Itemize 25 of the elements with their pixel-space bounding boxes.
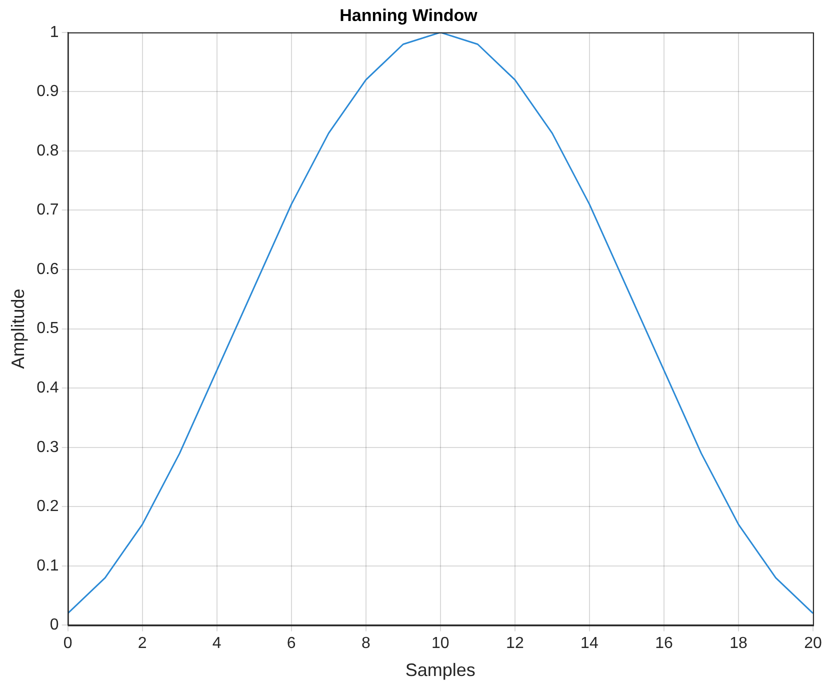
x-tick-label: 18	[730, 635, 748, 652]
y-tick-label: 0.3	[36, 438, 59, 456]
y-tick-label: 0.8	[36, 142, 59, 160]
y-tick-label: 0.4	[36, 379, 59, 396]
x-tick-label: 4	[212, 635, 222, 652]
x-tick-label: 8	[361, 635, 370, 652]
x-tick-label: 0	[63, 635, 72, 652]
y-tick-label: 0	[50, 616, 59, 634]
x-tick-label: 10	[432, 635, 450, 652]
y-tick-label: 0.5	[36, 320, 59, 338]
x-tick-label: 16	[655, 635, 673, 652]
x-tick-label: 20	[804, 635, 822, 652]
y-tick-label: 0.2	[36, 498, 59, 516]
chart-title: Hanning Window	[340, 6, 478, 25]
y-tick-label: 0.1	[36, 557, 59, 574]
y-tick-label: 1	[50, 24, 59, 41]
x-axis-title: Samples	[405, 660, 476, 680]
x-tick-label: 6	[286, 635, 296, 652]
y-tick-label: 0.9	[36, 83, 59, 100]
y-tick-label: 0.7	[36, 202, 59, 219]
x-tick-label: 14	[580, 635, 598, 652]
x-tick-label: 2	[138, 635, 147, 652]
y-axis-title: Amplitude	[8, 288, 28, 369]
x-tick-label: 12	[506, 635, 524, 652]
y-tick-label: 0.6	[36, 260, 59, 278]
